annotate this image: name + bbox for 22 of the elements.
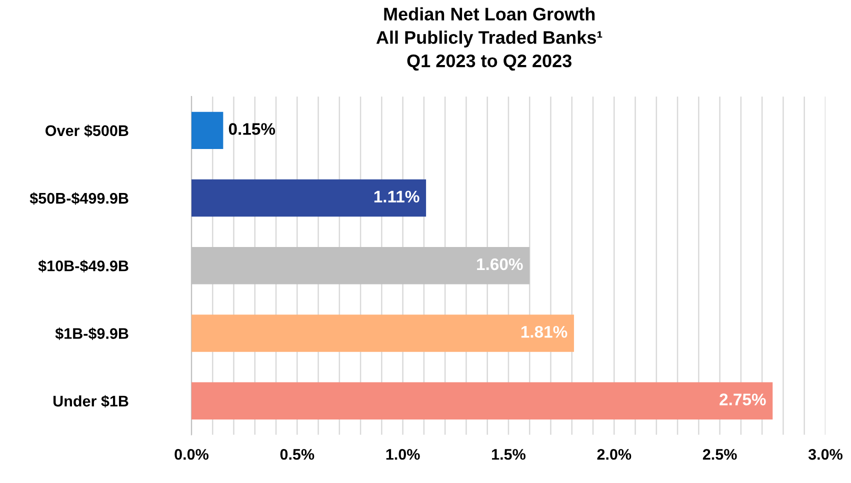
bar	[191, 314, 574, 352]
x-tick-label: 2.0%	[597, 448, 632, 460]
bar	[191, 179, 426, 217]
y-tick-label: $50B-$499.9B	[30, 192, 128, 205]
data-label: 1.11%	[374, 190, 420, 202]
data-label: 0.15%	[228, 123, 276, 135]
y-tick-label: $10B-$49.9B	[38, 260, 128, 272]
x-tick-label: 0.5%	[280, 448, 314, 460]
x-tick-label: 0.0%	[174, 448, 208, 460]
y-tick-label: Under $1B	[53, 395, 128, 408]
bar	[191, 112, 224, 150]
x-tick-label: 2.5%	[702, 448, 737, 460]
data-label: 1.81%	[521, 326, 568, 338]
data-label: 2.75%	[720, 394, 766, 406]
y-tick-label: Over $500B	[46, 124, 128, 138]
x-tick-label: 1.0%	[386, 448, 420, 460]
x-tick-label: 3.0%	[808, 448, 842, 460]
data-label: 1.60%	[477, 258, 523, 270]
x-tick-label: 1.5%	[492, 449, 526, 460]
bar	[191, 382, 773, 420]
chart-title: Median Net Loan Growth All Publicly Traded Banks¹ Q1 2023 to Q2 2023	[376, 7, 602, 71]
y-tick-label: $1B-$9.9B	[55, 327, 128, 340]
